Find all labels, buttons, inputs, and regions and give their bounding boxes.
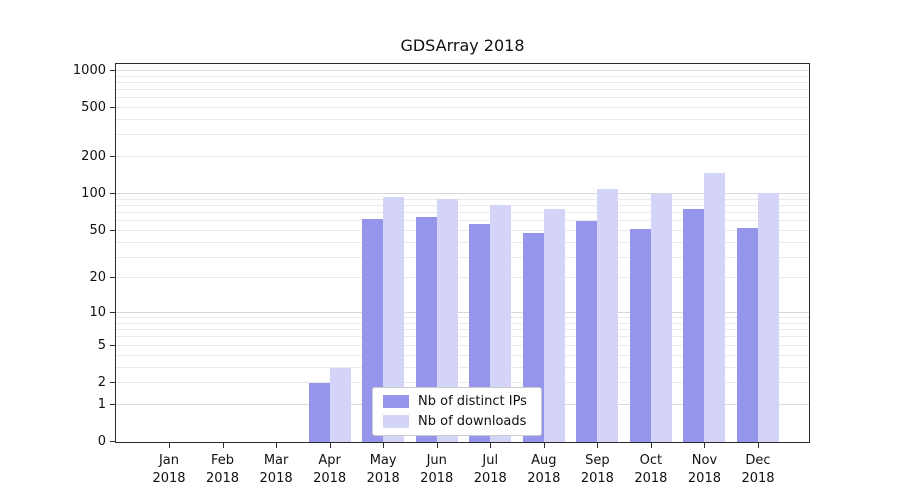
y-tick-mark [110, 441, 116, 442]
gridline [116, 89, 809, 91]
bar [597, 189, 619, 442]
legend-item-downloads: Nb of downloads [383, 414, 527, 429]
x-tick-label: Jan 2018 [152, 453, 186, 486]
y-tick-label: 200 [81, 149, 106, 165]
x-tick-mark [436, 442, 438, 448]
gridline [116, 107, 809, 109]
y-tick-label: 50 [89, 222, 106, 238]
x-tick-mark [222, 442, 224, 448]
x-tick-label: May 2018 [366, 453, 400, 486]
gridline [116, 322, 809, 324]
y-tick-mark [110, 403, 116, 405]
y-tick-mark [110, 344, 116, 346]
y-tick-label: 1000 [72, 62, 106, 78]
bar [704, 172, 726, 442]
legend: Nb of distinct IPs Nb of downloads [372, 387, 542, 436]
legend-item-distinct-ips: Nb of distinct IPs [383, 394, 527, 409]
gridline [116, 354, 809, 356]
y-tick-label: 20 [89, 270, 106, 286]
gridline [116, 229, 809, 231]
y-tick-label: 5 [97, 337, 106, 353]
x-tick-mark [650, 442, 652, 448]
x-tick-mark [329, 442, 331, 448]
gridline [116, 69, 809, 71]
legend-label-downloads: Nb of downloads [418, 414, 527, 429]
y-tick-mark [110, 312, 116, 314]
gridline [116, 212, 809, 214]
bar [758, 192, 779, 442]
legend-swatch-distinct-ips [383, 395, 409, 408]
bar [543, 208, 565, 442]
legend-swatch-downloads [383, 415, 409, 428]
gridline [116, 277, 809, 279]
bar [490, 204, 512, 442]
gridline [116, 134, 809, 136]
gridline [116, 75, 809, 77]
x-tick-label: Feb 2018 [205, 453, 240, 486]
gridline [116, 156, 809, 158]
y-tick-mark [110, 277, 116, 279]
bar [629, 228, 651, 442]
bar [308, 383, 330, 442]
x-tick-label: Mar 2018 [259, 453, 293, 486]
gridline [116, 366, 809, 368]
x-tick-label: Jul 2018 [473, 453, 507, 486]
y-tick-label: 100 [81, 186, 106, 202]
gridline [116, 81, 809, 83]
bar [683, 209, 705, 442]
bar [576, 221, 598, 442]
gridline [116, 329, 809, 331]
gridline [116, 317, 809, 319]
x-tick-mark [169, 442, 170, 448]
y-tick-mark [110, 382, 116, 383]
bar [415, 216, 437, 442]
x-tick-mark [543, 442, 545, 448]
x-tick-label: Apr 2018 [313, 453, 347, 486]
x-tick-label: Nov 2018 [687, 453, 721, 486]
gridline [116, 241, 809, 243]
x-tick-label: Sep 2018 [580, 453, 614, 486]
x-tick-label: Jun 2018 [420, 453, 454, 486]
y-tick-label: 10 [89, 305, 106, 321]
x-tick-mark [276, 442, 278, 448]
x-tick-label: Oct 2018 [634, 453, 668, 486]
gridline [116, 220, 809, 222]
bar [383, 196, 405, 442]
plot-area: Nb of distinct IPs Nb of downloads 0 1 2 5 1… [73, 63, 810, 486]
y-tick-mark [110, 229, 116, 231]
gridline [116, 119, 809, 121]
bar [737, 227, 758, 442]
gridline [116, 312, 809, 314]
y-tick-mark [110, 69, 116, 71]
x-tick-label: Dec 2018 [741, 453, 775, 486]
x-tick-mark [704, 442, 706, 448]
gridline [116, 198, 809, 200]
x-tick-mark [490, 442, 492, 448]
gridline [116, 256, 809, 258]
legend-label-distinct-ips: Nb of distinct IPs [418, 394, 527, 409]
gridline [116, 382, 809, 383]
gridline [116, 97, 809, 99]
y-tick-label: 2 [97, 375, 106, 390]
bar [436, 198, 458, 442]
y-tick-label: 500 [81, 100, 106, 116]
gridline [116, 193, 809, 195]
gridline [116, 336, 809, 338]
y-tick-label: 0 [97, 434, 106, 449]
gridline [116, 344, 809, 346]
y-tick-mark [110, 107, 116, 109]
chart-title: GDSArray 2018 [400, 36, 525, 55]
x-tick-label: Aug 2018 [527, 453, 561, 486]
bar [650, 194, 672, 442]
y-tick-label: 1 [97, 396, 106, 412]
x-tick-mark [758, 442, 759, 448]
y-tick-mark [110, 156, 116, 158]
bar [329, 367, 351, 442]
x-tick-mark [383, 442, 385, 448]
bar [362, 219, 384, 442]
x-tick-mark [597, 442, 599, 448]
y-tick-mark [110, 193, 116, 195]
gridline [116, 204, 809, 206]
